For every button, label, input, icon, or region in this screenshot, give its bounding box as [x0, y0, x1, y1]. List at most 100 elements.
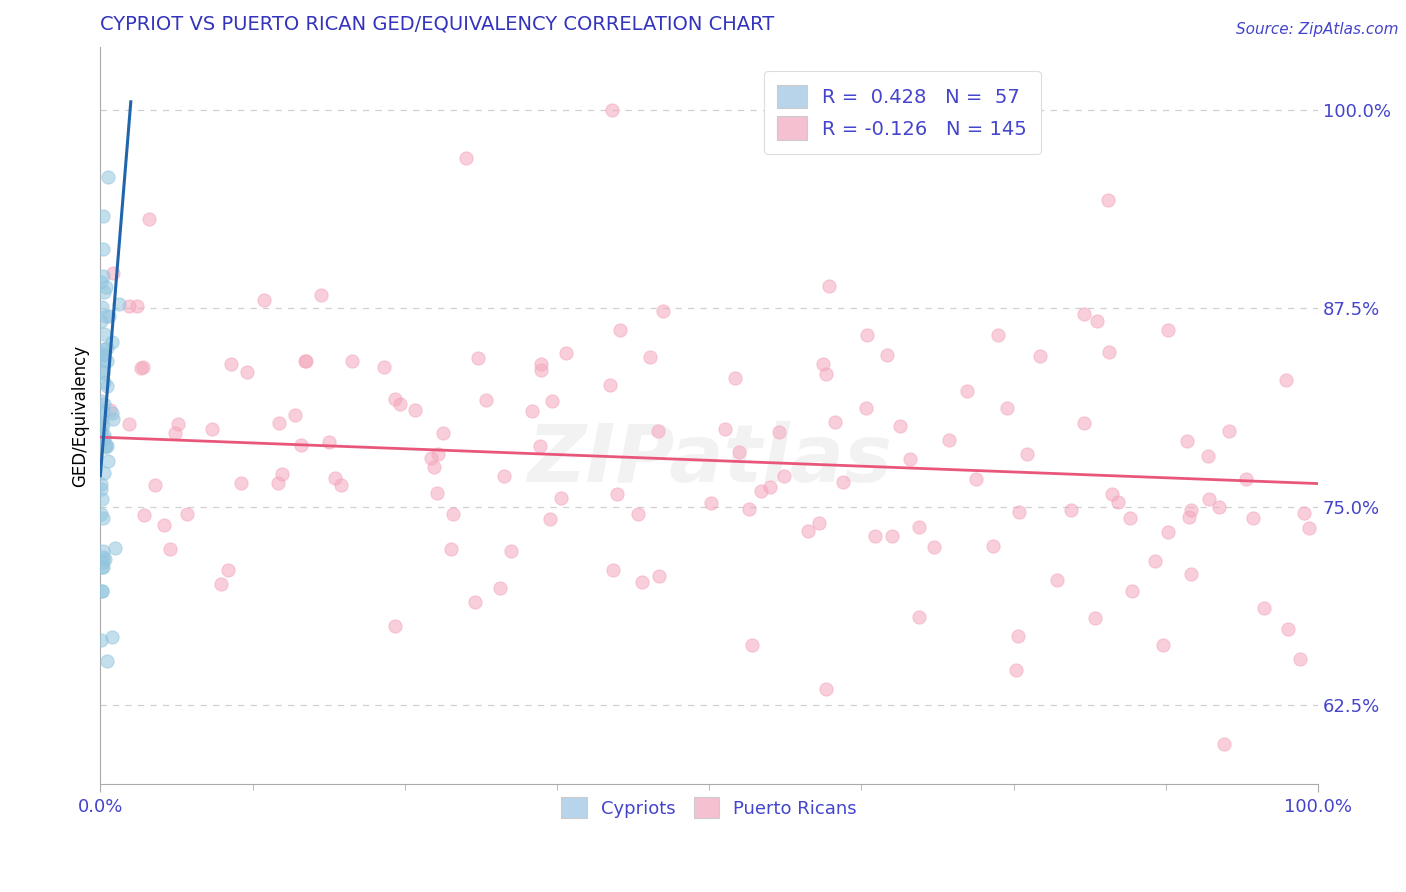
Point — [231, 476, 253, 491]
Point — [91, 584, 114, 599]
Point — [90, 419, 112, 434]
Point — [454, 151, 477, 165]
Point — [90, 393, 112, 408]
Point — [1241, 511, 1264, 525]
Point — [1002, 793, 1025, 807]
Point — [101, 630, 124, 644]
Point — [309, 288, 332, 302]
Point — [1144, 553, 1167, 567]
Point — [1197, 449, 1219, 463]
Point — [1060, 503, 1083, 517]
Point — [389, 397, 412, 411]
Point — [749, 483, 772, 498]
Point — [165, 426, 187, 441]
Point — [956, 384, 979, 399]
Point — [1253, 600, 1275, 615]
Point — [267, 476, 290, 491]
Point — [253, 293, 276, 308]
Point — [652, 304, 675, 318]
Point — [475, 392, 498, 407]
Point — [818, 279, 841, 293]
Point — [373, 360, 395, 375]
Point — [90, 364, 112, 378]
Point — [93, 348, 115, 362]
Point — [96, 439, 118, 453]
Point — [97, 454, 120, 468]
Point — [132, 360, 155, 375]
Point — [1294, 506, 1316, 520]
Point — [1289, 652, 1312, 666]
Point — [1073, 416, 1095, 430]
Point — [1234, 472, 1257, 486]
Point — [924, 540, 946, 554]
Point — [1175, 434, 1198, 449]
Point — [648, 568, 671, 582]
Point — [555, 346, 578, 360]
Point — [981, 539, 1004, 553]
Point — [908, 519, 931, 533]
Point — [530, 362, 553, 376]
Point — [1212, 737, 1234, 751]
Point — [166, 417, 188, 431]
Point — [420, 450, 443, 465]
Point — [93, 544, 115, 558]
Point — [91, 242, 114, 256]
Point — [269, 416, 291, 430]
Point — [1157, 323, 1180, 337]
Point — [94, 280, 117, 294]
Point — [236, 365, 259, 379]
Point — [90, 275, 112, 289]
Point — [91, 560, 114, 574]
Point — [529, 439, 551, 453]
Point — [796, 524, 818, 538]
Point — [90, 633, 112, 648]
Point — [91, 347, 114, 361]
Point — [995, 401, 1018, 415]
Point — [831, 475, 853, 490]
Point — [1007, 629, 1029, 643]
Point — [965, 473, 987, 487]
Point — [1157, 524, 1180, 539]
Point — [741, 638, 763, 652]
Point — [602, 563, 624, 577]
Point — [1087, 314, 1109, 328]
Point — [93, 428, 115, 442]
Point — [127, 299, 149, 313]
Point — [93, 376, 115, 390]
Point — [131, 361, 153, 376]
Point — [91, 555, 114, 569]
Point — [404, 402, 426, 417]
Point — [1275, 372, 1298, 386]
Y-axis label: GED/Equivalency: GED/Equivalency — [72, 344, 89, 487]
Point — [91, 404, 114, 418]
Point — [492, 469, 515, 483]
Point — [91, 410, 114, 425]
Point — [118, 417, 141, 431]
Point — [209, 577, 232, 591]
Point — [94, 438, 117, 452]
Point — [432, 425, 454, 440]
Point — [219, 357, 242, 371]
Point — [284, 408, 307, 422]
Point — [467, 351, 489, 366]
Point — [91, 366, 114, 380]
Point — [876, 348, 898, 362]
Point — [908, 609, 931, 624]
Point — [104, 541, 127, 555]
Point — [880, 529, 903, 543]
Point — [606, 487, 628, 501]
Point — [103, 266, 125, 280]
Point — [889, 418, 911, 433]
Point — [808, 516, 831, 531]
Point — [520, 404, 543, 418]
Point — [423, 459, 446, 474]
Point — [441, 508, 464, 522]
Text: Source: ZipAtlas.com: Source: ZipAtlas.com — [1236, 22, 1399, 37]
Point — [93, 397, 115, 411]
Point — [499, 544, 522, 558]
Point — [814, 681, 837, 696]
Point — [271, 467, 294, 481]
Point — [1180, 566, 1202, 581]
Point — [1119, 510, 1142, 524]
Point — [90, 425, 112, 439]
